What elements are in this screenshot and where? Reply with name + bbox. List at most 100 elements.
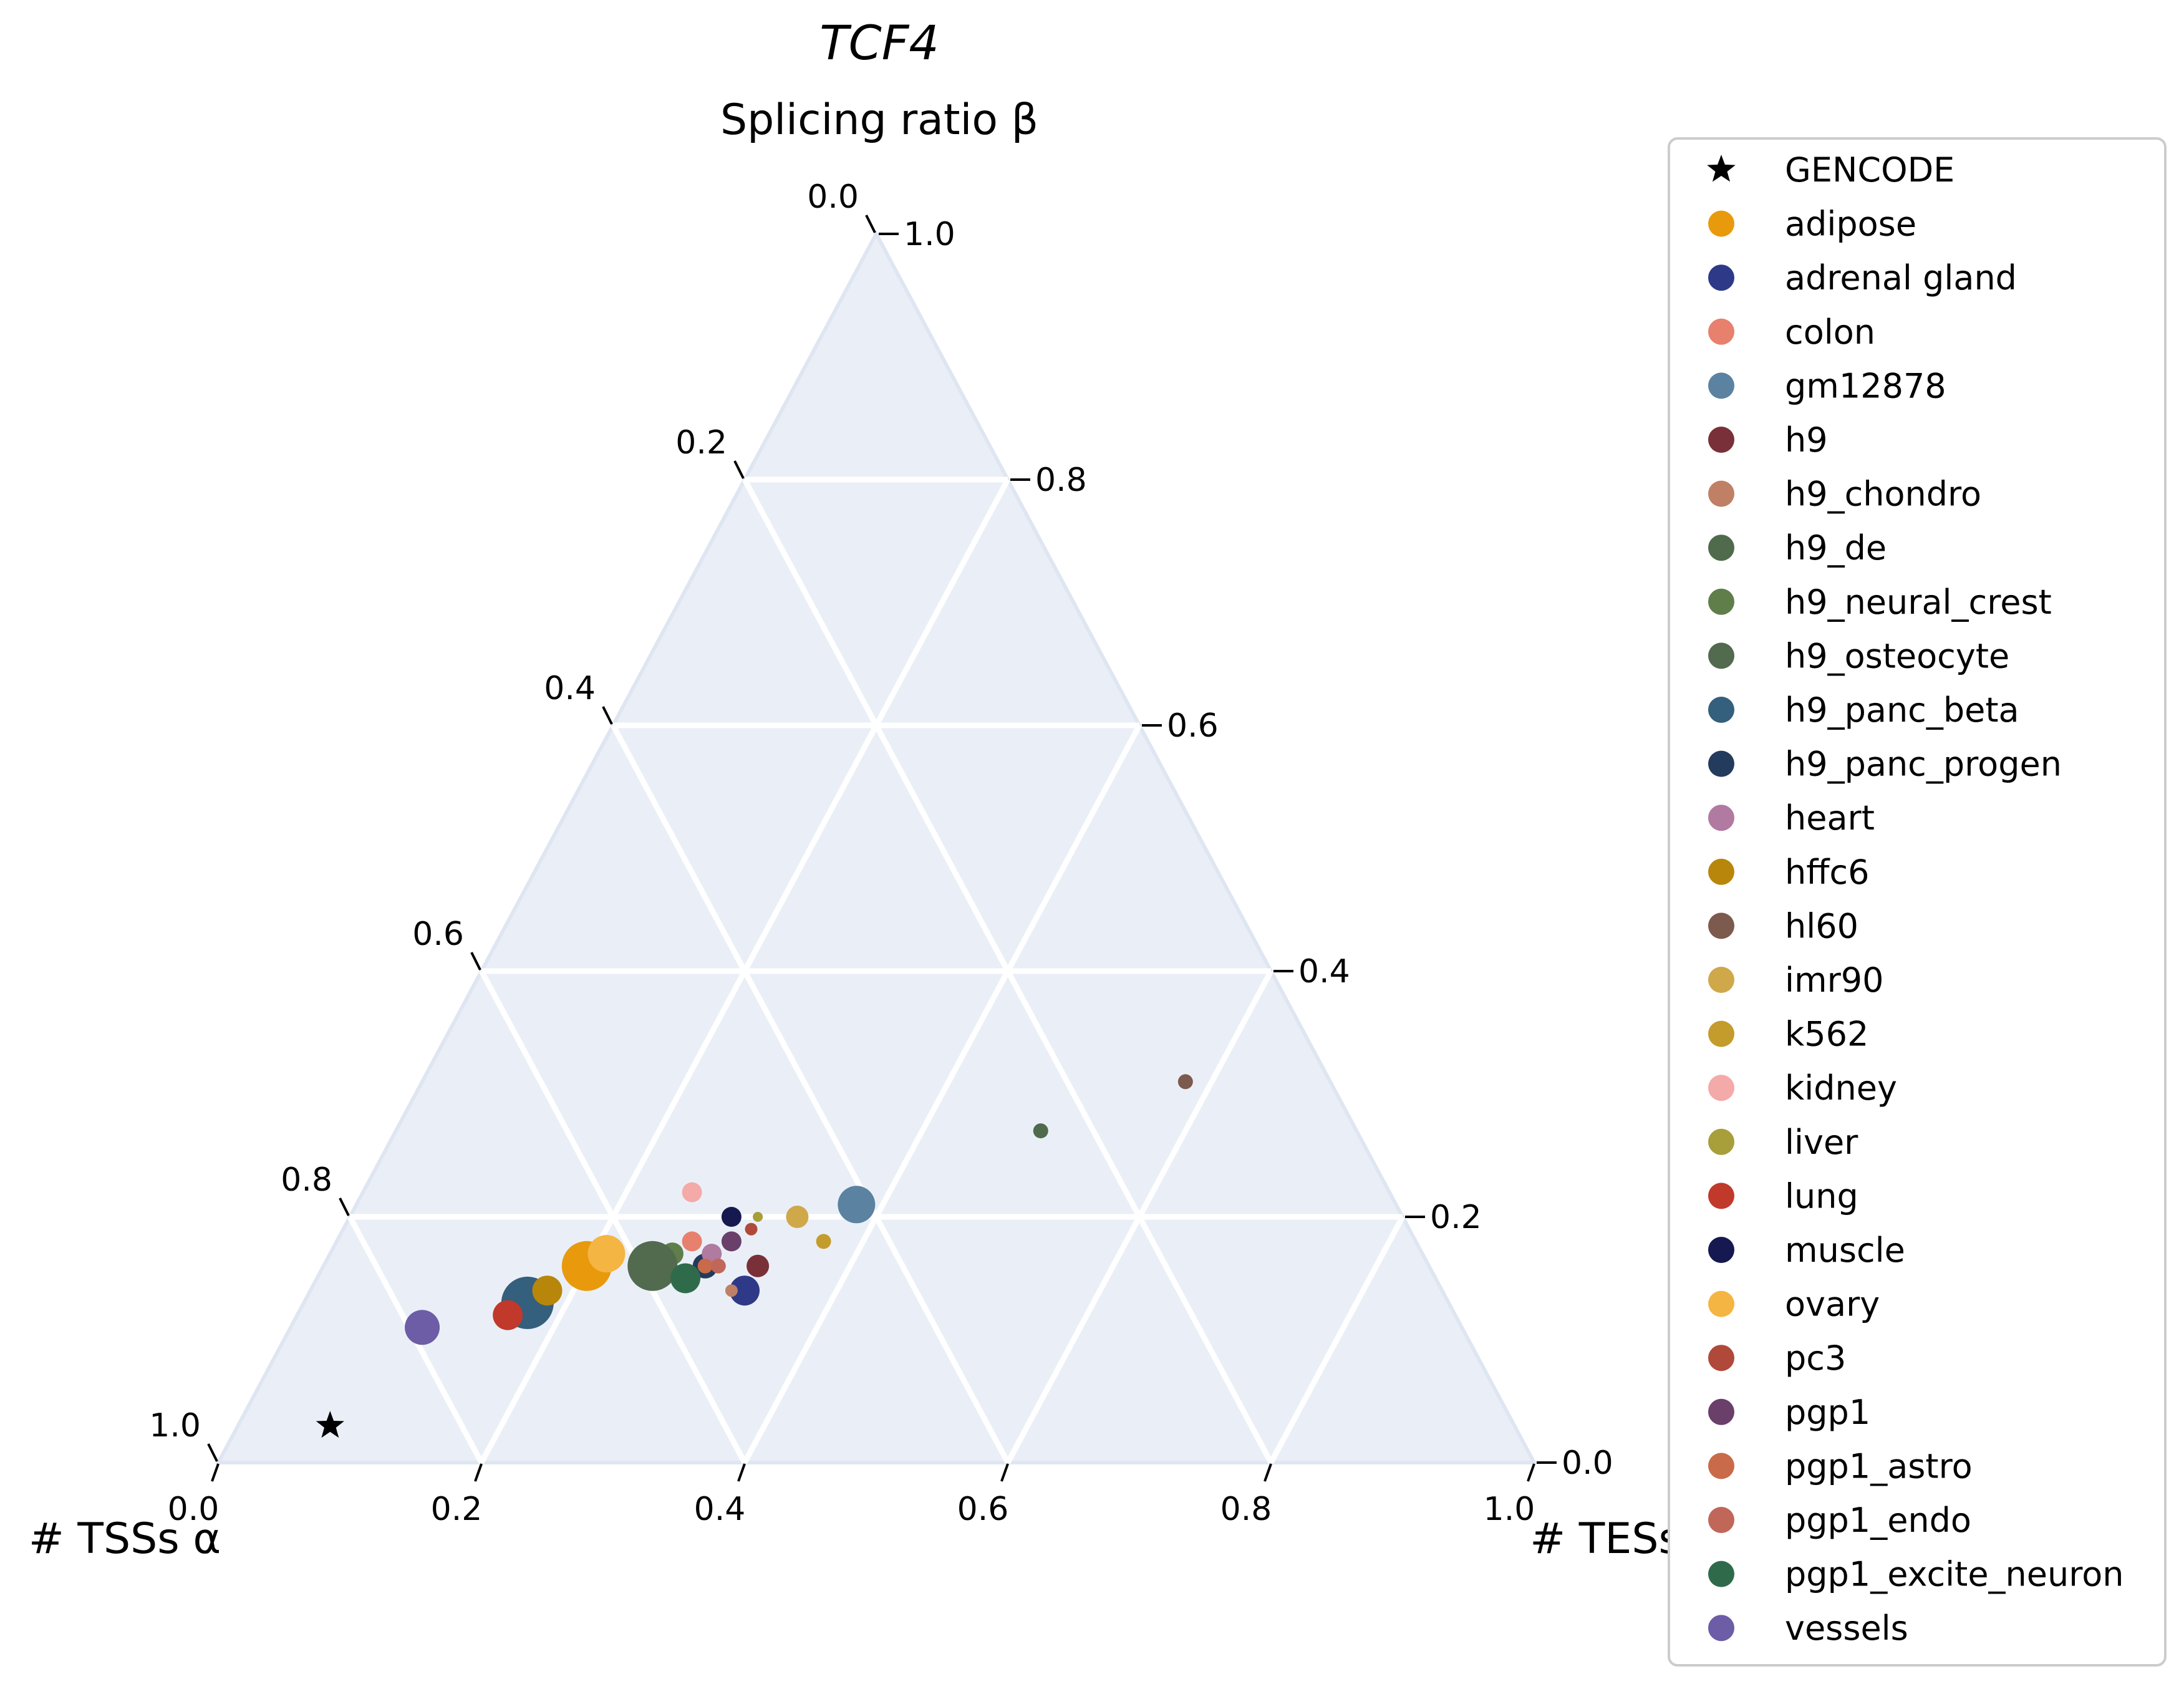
left-tick-1 [339,1198,350,1216]
point-pgp1-0 [721,1231,742,1252]
right-tick-label-5: 1.0 [904,216,955,253]
point-h9-de-0 [1033,1123,1048,1139]
point-muscle-0 [721,1207,742,1227]
legend-label-vessels: vessels [1785,1609,1908,1648]
legend-marker-pgp1-endo [1708,1507,1734,1533]
legend-label-adipose: adipose [1785,205,1916,244]
left-tick-label-4: 0.2 [675,424,727,462]
left-tick-label-5: 0.0 [807,178,859,216]
bottom-tick-1 [474,1463,483,1482]
legend-label-pc3: pc3 [1785,1338,1846,1378]
legend-label-h9-panc-beta: h9_panc_beta [1785,690,2019,730]
chart-title: TCF4 [819,15,939,70]
point-pgp1-astro-0 [697,1258,713,1274]
point-liver-0 [753,1212,763,1222]
legend-label-k562: k562 [1785,1015,1868,1054]
legend-label-colon: colon [1785,312,1875,352]
legend-label-lung: lung [1785,1176,1858,1216]
bottom-tick-label-3: 0.6 [957,1491,1009,1528]
legend-items: GENCODE adipose adrenal gland colon gm12878 h… [1707,150,2124,1648]
legend-marker-h9-de [1708,535,1734,561]
legend-marker-h9-chondro [1708,480,1734,507]
point-adrenal-gland-0 [730,1275,760,1306]
legend-frame [1668,137,2167,1667]
point-colon-0 [682,1231,702,1252]
legend-label-adrenal-gland: adrenal gland [1785,258,2017,298]
left-tick-label-1: 0.8 [281,1161,332,1199]
legend-label-heart: heart [1785,798,1875,838]
left-tick-label-3: 0.4 [544,670,596,707]
legend-label-pgp1-endo: pgp1_endo [1785,1501,1971,1540]
right-tick-label-4: 0.8 [1035,462,1087,499]
right-tick-label-0: 0.0 [1562,1444,1613,1482]
legend-label-h9-chondro: h9_chondro [1785,475,1981,514]
left-tick-0 [207,1443,218,1462]
legend-marker-colon [1708,318,1734,345]
legend-marker-heart [1708,805,1734,831]
right-tick-label-2: 0.4 [1298,953,1350,990]
legend-marker-imr90 [1708,967,1734,993]
legend-label-h9-panc-progen: h9_panc_progen [1785,745,2062,784]
bottom-tick-label-0: 0.0 [168,1491,220,1528]
legend-label-pgp1-astro: pgp1_astro [1785,1446,1973,1486]
plot-area [215,230,1538,1464]
bottom-tick-label-1: 0.2 [431,1491,483,1528]
point-lung-0 [493,1300,523,1330]
legend-label-kidney: kidney [1785,1068,1897,1108]
point-pgp1-excite-neuron-0 [670,1263,701,1294]
legend-label-ovary: ovary [1785,1285,1880,1324]
left-tick-3 [602,706,613,725]
left-tick-2 [470,952,481,970]
point-k562-0 [816,1234,831,1249]
legend-marker-k562 [1708,1020,1734,1047]
bottom-tick-4 [1264,1463,1272,1482]
point-hl60-0 [1177,1074,1193,1090]
tick-labels: 0.0 0.2 0.4 0.6 0.8 1.0 1.0 0.8 0.6 0.4 0.2 0.0 0.0 0… [149,178,1613,1528]
point-pgp1-endo-0 [710,1258,726,1274]
bottom-tick-3 [1000,1463,1009,1482]
left-tick-label-0: 1.0 [149,1407,201,1444]
left-tick-label-2: 0.6 [412,916,464,953]
grid-line-c-1 [611,723,1010,1464]
bottom-tick-0 [211,1463,220,1482]
right-tick-label-3: 0.6 [1167,707,1219,745]
point-vessels-0 [405,1310,440,1345]
legend-label-h9-neural-crest: h9_neural_crest [1785,583,2052,622]
legend-label-liver: liver [1785,1123,1858,1162]
legend-marker-adipose [1708,210,1734,237]
point-hffc6-0 [532,1275,563,1306]
point-kidney-0 [682,1182,702,1203]
legend-marker-kidney [1708,1075,1734,1101]
grid-line-c-2 [479,969,747,1464]
point-h9-0 [747,1254,770,1277]
point-h9-osteocyte-0 [627,1241,678,1291]
legend-marker-gencode [1707,155,1736,182]
legend-label-gm12878: gm12878 [1785,366,1946,405]
grid-line-a-3 [1268,1215,1405,1464]
legend-marker-h9-panc-progen [1708,750,1734,777]
legend-label-pgp1: pgp1 [1785,1393,1870,1432]
bottom-tick-2 [737,1463,746,1482]
legend-label-pgp1-excite-neuron: pgp1_excite_neuron [1785,1555,2124,1594]
legend-marker-adrenal-gland [1708,264,1734,291]
bottom-tick-label-2: 0.4 [694,1491,746,1528]
legend-marker-h9-neural-crest [1708,588,1734,615]
legend-label-muscle: muscle [1785,1231,1905,1270]
legend-label-hffc6: hffc6 [1785,853,1869,892]
point-pc3-0 [745,1222,758,1236]
legend-marker-h9 [1708,427,1734,453]
point-imr90-0 [786,1206,809,1228]
legend-marker-ovary [1708,1290,1734,1317]
legend-label-h9-osteocyte: h9_osteocyte [1785,636,2009,675]
plot-background [215,230,1538,1464]
legend-marker-pgp1 [1708,1398,1734,1425]
legend-marker-hffc6 [1708,858,1734,885]
bottom-tick-label-4: 0.8 [1220,1491,1272,1528]
legend-marker-lung [1708,1183,1734,1209]
left-axis-title: # TSSs α [29,1514,221,1564]
left-tick-4 [733,460,745,479]
legend-marker-h9-panc-beta [1708,697,1734,723]
right-tick-label-1: 0.2 [1430,1199,1482,1236]
bottom-tick-label-5: 1.0 [1484,1491,1535,1528]
legend-label-hl60: hl60 [1785,906,1858,946]
